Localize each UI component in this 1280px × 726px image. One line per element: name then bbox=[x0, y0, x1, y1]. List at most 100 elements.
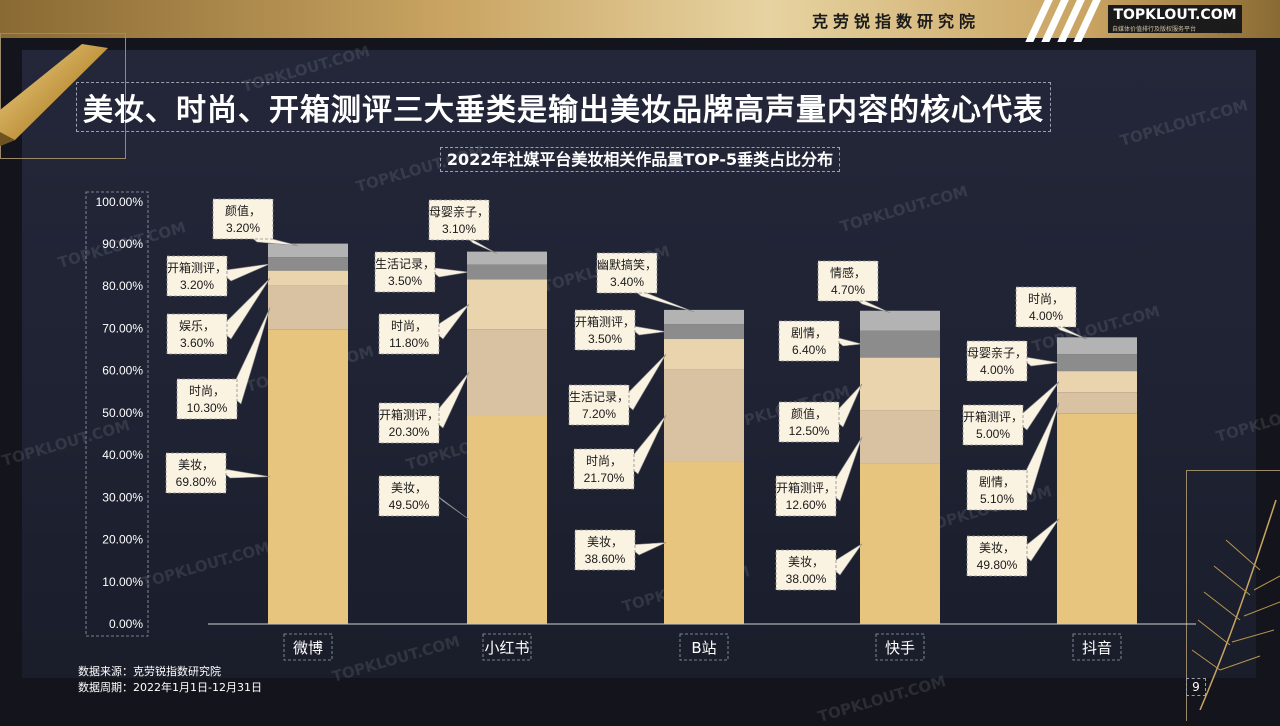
bar-segment bbox=[268, 329, 348, 624]
bar-segment bbox=[860, 463, 940, 624]
bar-segment bbox=[664, 461, 744, 624]
bar-segment bbox=[268, 257, 348, 271]
y-tick-label: 50.00% bbox=[102, 406, 143, 420]
data-label-category: 美妆， bbox=[391, 481, 427, 495]
data-label-category: 幽默搞笑， bbox=[597, 257, 657, 272]
x-tick-label: 小红书 bbox=[484, 639, 529, 657]
bar-segment bbox=[467, 264, 547, 280]
x-tick-box bbox=[1072, 633, 1122, 661]
data-label-value: 49.50% bbox=[389, 498, 430, 512]
data-label-value: 69.80% bbox=[176, 475, 217, 489]
data-label-category: 生活记录， bbox=[569, 390, 629, 404]
bar-segment bbox=[268, 243, 348, 258]
chart-title: 2022年社媒平台美妆相关作品量TOP-5垂类占比分布 bbox=[439, 147, 841, 172]
data-label-value: 11.80% bbox=[389, 336, 429, 350]
bar-segment bbox=[1057, 337, 1137, 355]
data-label-box bbox=[166, 255, 228, 297]
data-label-box bbox=[778, 320, 840, 362]
data-label-box bbox=[574, 309, 636, 351]
data-label-value: 12.60% bbox=[786, 498, 827, 512]
data-label-value: 12.50% bbox=[789, 424, 830, 438]
data-label-category: 母婴亲子， bbox=[967, 346, 1027, 360]
data-label-box bbox=[775, 549, 837, 591]
data-label-category: 美妆， bbox=[788, 555, 824, 569]
data-label-box bbox=[166, 313, 228, 355]
data-label-category: 颜值， bbox=[225, 203, 261, 218]
data-label-box bbox=[574, 529, 636, 571]
leaf-decoration bbox=[1191, 499, 1280, 710]
data-label-category: 母婴亲子， bbox=[429, 205, 489, 219]
data-label-value: 5.00% bbox=[976, 427, 1010, 441]
data-label-category: 时尚， bbox=[586, 454, 622, 468]
data-label-category: 开箱测评， bbox=[776, 480, 836, 495]
data-label-category: 时尚， bbox=[189, 384, 225, 398]
data-label-value: 3.40% bbox=[610, 275, 644, 289]
y-tick-label: 40.00% bbox=[102, 448, 143, 462]
top-bar: 克劳锐指数研究院 TOPKLOUT.COM 自媒体价值排行及版权服务平台 克劳锐 bbox=[0, 0, 1280, 42]
bar-segment bbox=[1057, 392, 1137, 414]
data-source: 数据来源：克劳锐指数研究院 bbox=[78, 665, 221, 678]
data-label-category: 情感， bbox=[830, 265, 866, 280]
data-label-box bbox=[966, 469, 1028, 511]
bar-segment bbox=[1057, 354, 1137, 372]
y-tick-label: 100.00% bbox=[96, 195, 144, 209]
data-label-category: 美妆， bbox=[178, 458, 214, 472]
data-label-box bbox=[775, 475, 837, 517]
bar-segment bbox=[860, 310, 940, 331]
data-label-value: 3.60% bbox=[180, 336, 214, 350]
content-panel bbox=[22, 50, 1256, 678]
bar-segment bbox=[664, 339, 744, 370]
data-label-value: 3.20% bbox=[180, 278, 214, 292]
bar-segment bbox=[467, 251, 547, 265]
data-label-value: 3.50% bbox=[588, 332, 622, 346]
data-label-box bbox=[374, 251, 436, 293]
bar-segment bbox=[664, 324, 744, 340]
bar-segment bbox=[860, 410, 940, 464]
data-label-box bbox=[596, 252, 658, 294]
data-label-value: 38.60% bbox=[585, 552, 626, 566]
data-label-box bbox=[966, 535, 1028, 577]
data-label-box bbox=[212, 198, 274, 240]
data-label-box bbox=[817, 260, 879, 302]
data-label-box bbox=[378, 313, 440, 355]
data-label-value: 4.00% bbox=[980, 363, 1014, 377]
y-tick-label: 10.00% bbox=[102, 575, 143, 589]
bar-segment bbox=[467, 415, 547, 624]
data-label-value: 3.50% bbox=[388, 274, 422, 288]
bar-segment bbox=[467, 279, 547, 330]
data-label-category: 剧情， bbox=[791, 326, 827, 340]
data-label-box bbox=[962, 404, 1024, 446]
corner-frame-decoration bbox=[0, 33, 126, 159]
data-label-category: 开箱测评， bbox=[167, 260, 227, 275]
x-tick-label: B站 bbox=[691, 639, 716, 657]
y-tick-label: 30.00% bbox=[102, 490, 143, 504]
x-tick-box bbox=[283, 633, 333, 661]
y-tick-label: 0.00% bbox=[109, 617, 143, 631]
data-label-value: 3.20% bbox=[226, 221, 260, 235]
y-tick-label: 70.00% bbox=[102, 321, 143, 335]
y-tick-label: 60.00% bbox=[102, 364, 143, 378]
y-axis-box bbox=[85, 191, 149, 637]
data-label-box bbox=[966, 340, 1028, 382]
data-label-category: 美妆， bbox=[587, 535, 623, 549]
data-label-box bbox=[1015, 286, 1077, 328]
data-label-category: 娱乐， bbox=[179, 319, 215, 333]
x-tick-box bbox=[679, 633, 729, 661]
x-tick-label: 抖音 bbox=[1082, 639, 1112, 657]
bar-segment bbox=[1057, 371, 1137, 393]
bar-segment bbox=[467, 329, 547, 416]
corner-frame-decoration-bottom bbox=[1186, 470, 1280, 721]
data-label-box bbox=[378, 475, 440, 517]
bar-segment bbox=[268, 285, 348, 330]
bar-segment bbox=[268, 270, 348, 286]
y-tick-label: 20.00% bbox=[102, 533, 143, 547]
data-label-value: 20.30% bbox=[389, 425, 430, 439]
data-label-value: 10.30% bbox=[187, 401, 228, 415]
gold-ribbon-decoration bbox=[0, 44, 108, 146]
data-label-box bbox=[165, 452, 227, 494]
data-label-value: 5.10% bbox=[980, 492, 1014, 506]
data-label-box bbox=[573, 448, 635, 490]
data-label-category: 颜值， bbox=[791, 406, 827, 421]
page-number: 9 bbox=[1186, 678, 1206, 696]
